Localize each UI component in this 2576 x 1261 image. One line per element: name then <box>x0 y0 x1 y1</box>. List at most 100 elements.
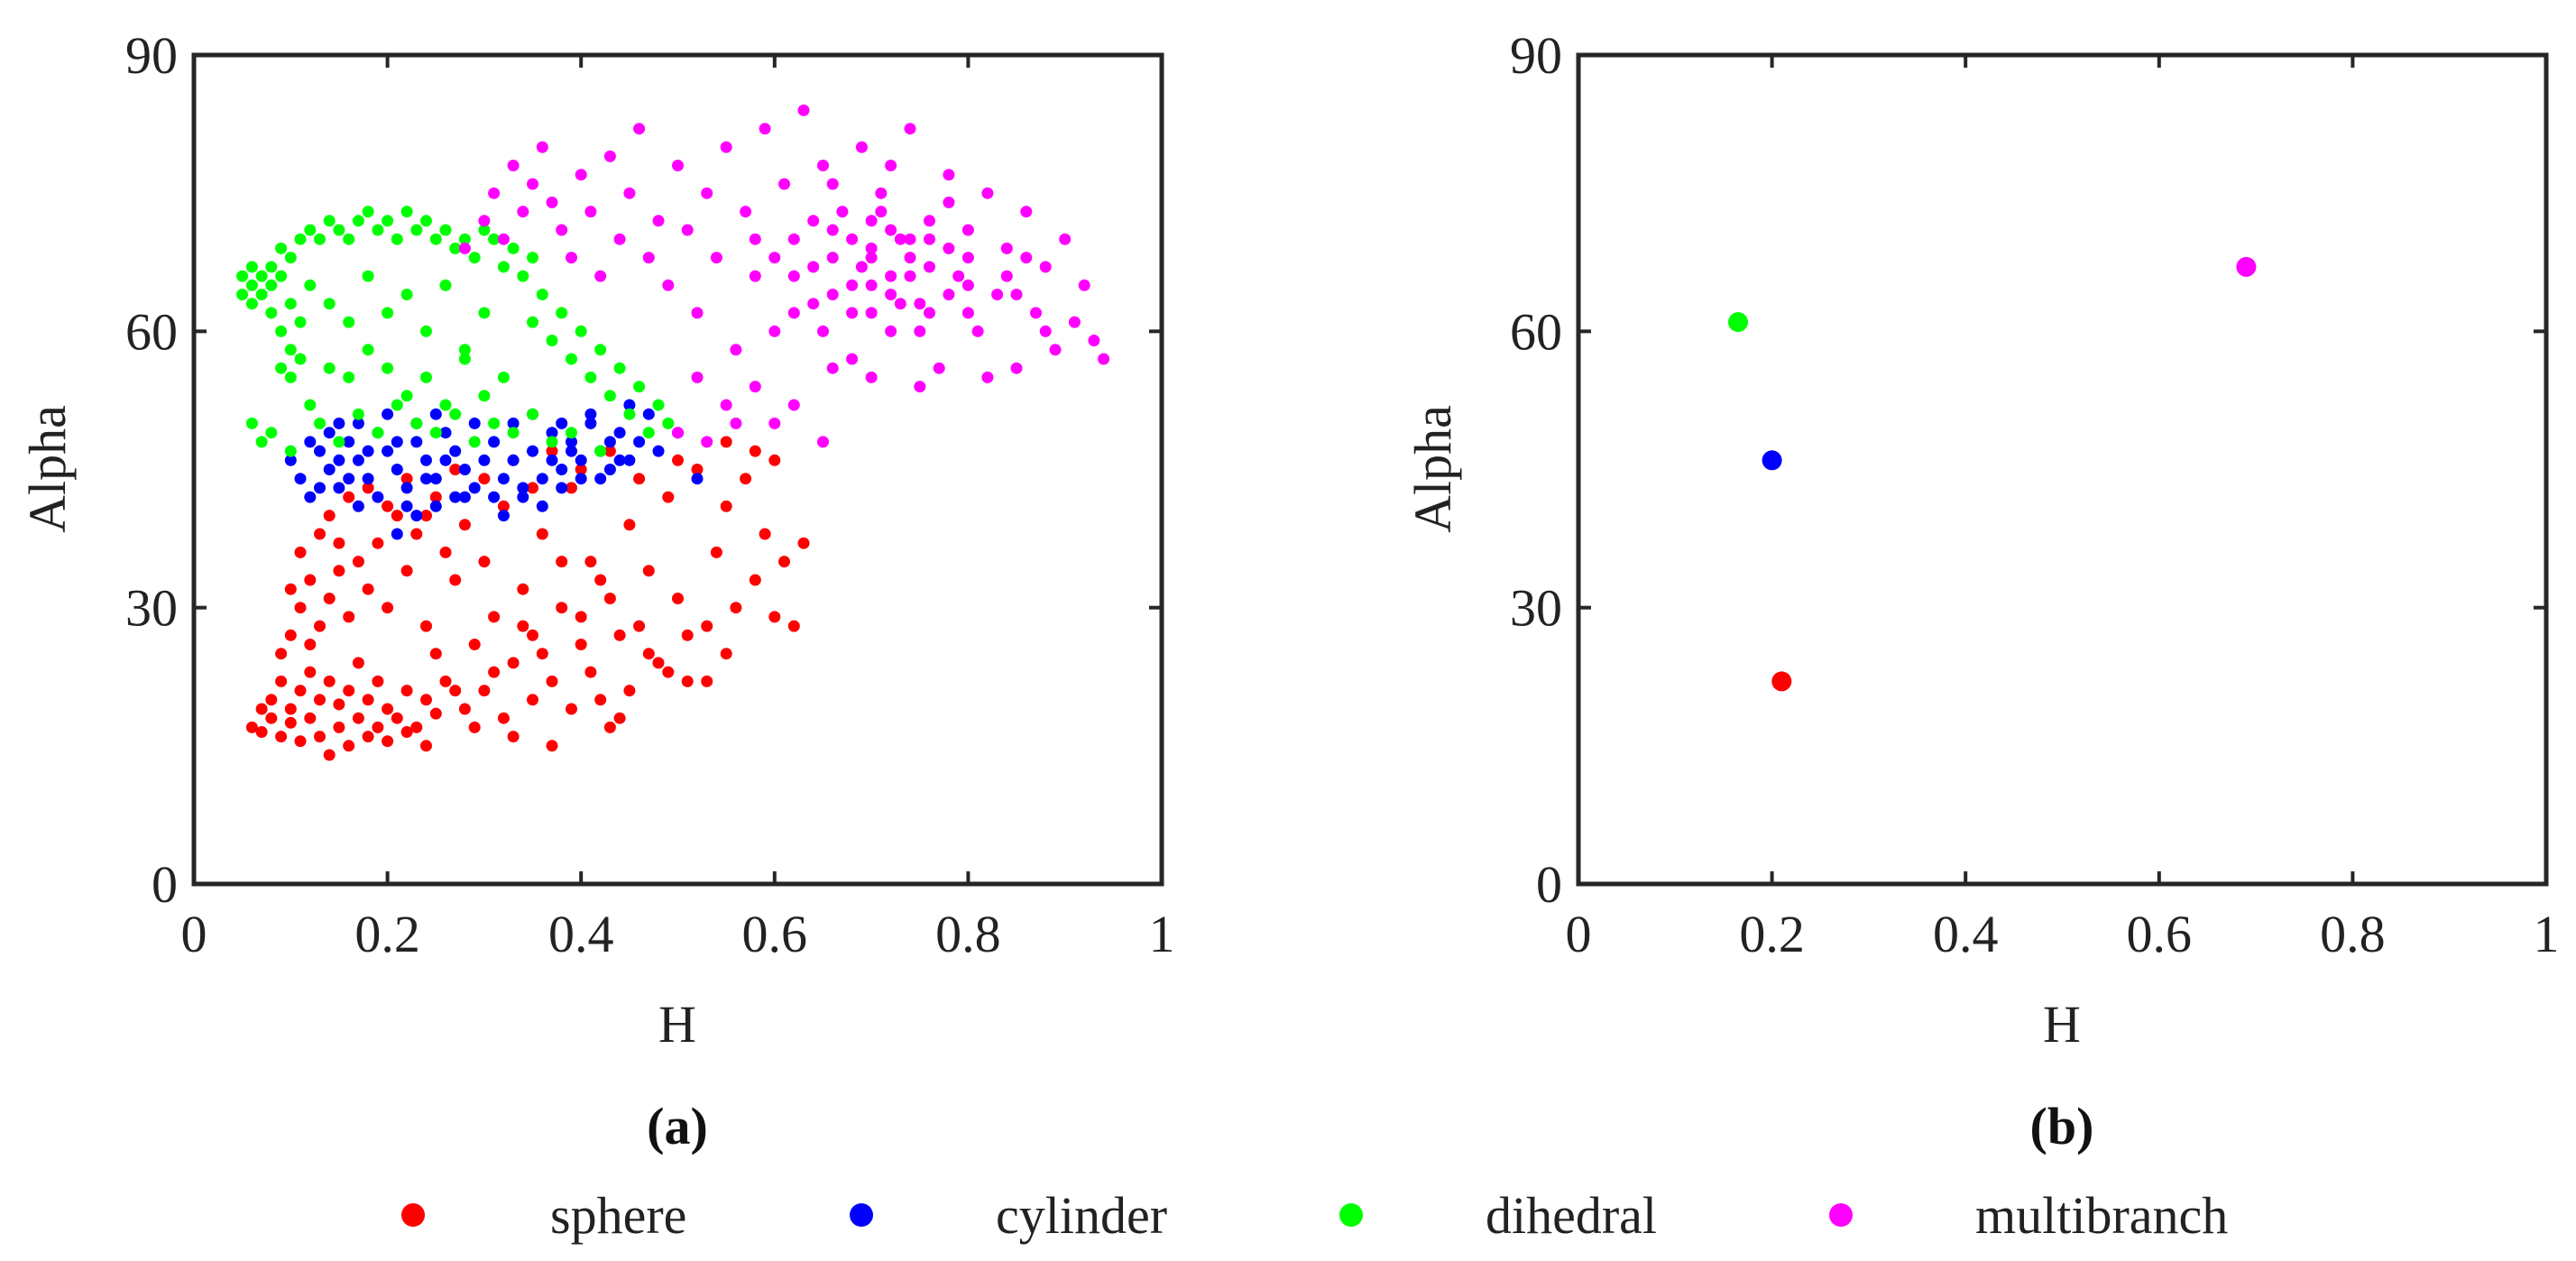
cylinder-point <box>391 436 403 448</box>
cylinder-point <box>439 427 452 439</box>
x-tick-label: 0.2 <box>354 905 420 963</box>
multibranch-point <box>865 371 878 383</box>
cylinder-point <box>556 417 568 429</box>
sphere-point <box>681 675 694 687</box>
multibranch-point <box>478 215 491 227</box>
cylinder-point <box>468 482 481 494</box>
dihedral-point <box>362 206 374 218</box>
sphere-point <box>255 703 268 715</box>
sphere-point <box>362 694 374 706</box>
sphere-point <box>382 500 394 512</box>
cylinder-point <box>333 417 345 429</box>
dihedral-point <box>343 233 355 245</box>
sphere-point <box>352 657 364 669</box>
cylinder-point <box>323 427 336 439</box>
multibranch-point <box>749 233 761 245</box>
multibranch-point <box>566 252 577 264</box>
sphere-point <box>488 611 501 623</box>
multibranch-point <box>1088 335 1100 346</box>
multibranch-point <box>778 178 790 190</box>
multibranch-point <box>924 215 935 227</box>
dihedral-point <box>439 224 452 236</box>
cylinder-point <box>497 510 510 522</box>
cylinder-point <box>429 473 442 485</box>
sphere-point <box>613 712 626 724</box>
cylinder-point <box>391 464 403 475</box>
sphere-point <box>400 726 413 738</box>
multibranch-point <box>826 252 839 264</box>
sphere-point <box>343 611 355 623</box>
sphere-point <box>768 454 781 466</box>
sphere-point <box>672 454 684 466</box>
multibranch-point <box>914 381 926 393</box>
dihedral-point <box>333 436 345 448</box>
y-tick-label: 0 <box>152 855 178 914</box>
sphere-point <box>352 712 364 724</box>
cylinder-point <box>352 454 364 466</box>
multibranch-point <box>710 252 722 264</box>
sphere-point <box>323 675 336 687</box>
multibranch-point <box>885 224 897 236</box>
dihedral-point <box>333 224 345 236</box>
dihedral-point <box>362 270 374 282</box>
scatter-panel-b: 0 0.2 0.4 0.6 0.8 1 0 30 60 90 H Alpha (… <box>1403 26 2560 1155</box>
multibranch-point <box>924 261 935 273</box>
multibranch-point <box>497 233 510 245</box>
cylinder-point <box>575 454 587 466</box>
multibranch-point <box>458 242 471 254</box>
cylinder-point <box>382 408 394 420</box>
dihedral-point <box>284 252 297 264</box>
dihedral-point <box>594 344 607 356</box>
multibranch-point <box>613 233 626 245</box>
sphere-point <box>468 639 481 650</box>
x-tick-label: 0.8 <box>935 905 1001 963</box>
cylinder-point <box>488 491 501 503</box>
cylinder-point <box>546 427 558 439</box>
cylinder-point <box>691 473 704 485</box>
multibranch-point <box>691 307 704 319</box>
multibranch-point <box>817 160 829 171</box>
dihedral-point <box>527 316 538 328</box>
sphere-point <box>449 464 462 475</box>
multibranch-point <box>807 215 820 227</box>
dihedral-point <box>507 427 520 439</box>
cylinder-point <box>333 454 345 466</box>
sphere-point <box>787 620 800 632</box>
y-tick-label: 30 <box>1510 579 1562 638</box>
multibranch-point <box>904 270 916 282</box>
multibranch-point <box>488 187 501 199</box>
sphere-point <box>362 731 374 743</box>
sphere-point <box>497 500 510 512</box>
dihedral-point <box>420 215 432 227</box>
sphere-point <box>333 565 345 577</box>
multibranch-point <box>894 298 906 310</box>
dihedral-point <box>372 224 384 236</box>
x-tick-label: 1 <box>2534 905 2560 963</box>
sphere-point <box>400 685 413 697</box>
multibranch-point <box>672 427 684 439</box>
multibranch-point <box>730 344 742 356</box>
dihedral-point <box>304 399 317 411</box>
dihedral-point <box>603 390 616 402</box>
dihedral-point <box>275 242 288 254</box>
sphere-point <box>478 556 491 568</box>
sphere-point <box>536 648 548 660</box>
y-axis-label-b: Alpha <box>1403 405 1462 533</box>
cylinder-point <box>429 500 442 512</box>
sphere-point <box>439 546 452 558</box>
cylinder-point <box>304 436 317 448</box>
sphere-point <box>343 491 355 503</box>
x-tick-label: 0.4 <box>548 905 614 963</box>
dihedral-point <box>575 325 587 337</box>
multibranch-point <box>885 270 897 282</box>
sphere-point <box>691 464 704 475</box>
multibranch-point <box>652 215 665 227</box>
sphere-point <box>372 675 384 687</box>
dihedral-point <box>265 261 278 273</box>
multibranch-point <box>846 233 859 245</box>
sphere-point <box>603 593 616 604</box>
sphere-point <box>1771 671 1792 692</box>
multibranch-point <box>924 233 935 245</box>
sphere-point <box>652 657 665 669</box>
dihedral-point <box>314 417 326 429</box>
